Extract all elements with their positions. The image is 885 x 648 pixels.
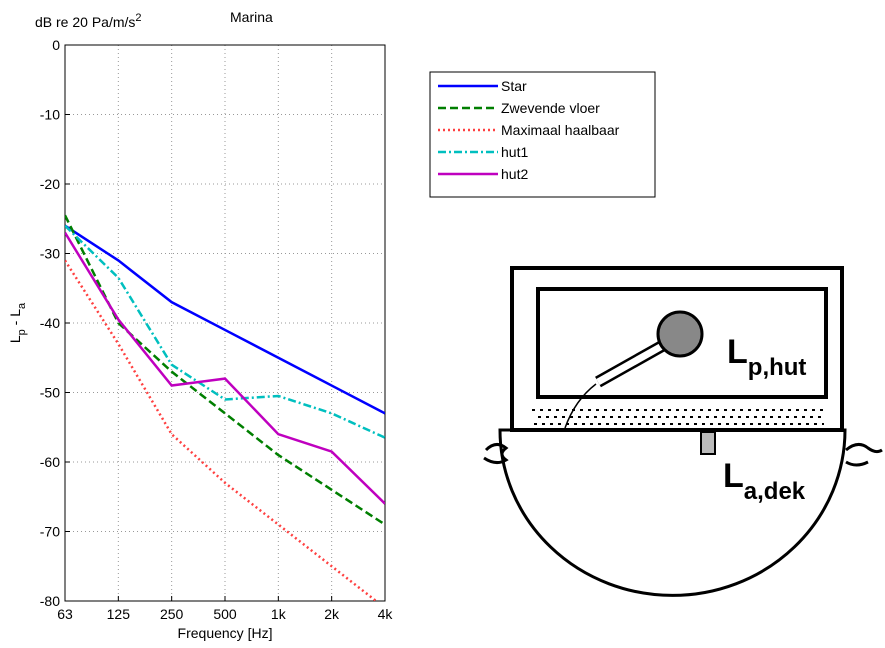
series-line [65, 224, 385, 439]
chart-title: Marina [230, 9, 273, 25]
y-tick-label: -50 [40, 385, 60, 401]
x-tick-label: 63 [57, 606, 73, 622]
legend-label: hut1 [501, 144, 528, 160]
y-tick-label: -60 [40, 454, 60, 470]
x-tick-label: 2k [324, 606, 340, 622]
series-line [65, 231, 385, 505]
axes-box [64, 44, 386, 602]
y-tick-label: -30 [40, 246, 60, 262]
gravel [532, 409, 828, 425]
mic-head [656, 310, 704, 358]
label-la: La,dek [723, 457, 806, 505]
diagram [483, 266, 883, 597]
y-tick-label: -80 [40, 593, 60, 609]
units-main: dB re 20 Pa/m/s [35, 14, 135, 30]
y-axis-label: Lp - La [7, 302, 28, 343]
y-tick-label: -40 [40, 315, 60, 331]
units-sup: 2 [135, 12, 141, 24]
x-tick-label: 1k [271, 606, 287, 622]
y-label-sub: a [16, 302, 28, 309]
cabin-inner [536, 287, 828, 399]
y-tick-label: 0 [52, 37, 60, 53]
hull [498, 428, 847, 597]
y-tick-label: -20 [40, 176, 60, 192]
y-label-main: - L [7, 309, 23, 329]
series-line [65, 259, 379, 601]
legend-box [429, 71, 656, 198]
water [483, 443, 883, 467]
legend-label: hut2 [501, 166, 528, 182]
x-tick-label: 250 [160, 606, 184, 622]
units-label: dB re 20 Pa/m/s2 [35, 12, 142, 30]
legend-label: Zwevende vloer [501, 100, 600, 116]
label-lp: Lp,hut [727, 333, 806, 381]
x-tick-label: 125 [107, 606, 131, 622]
y-label-sub: p [16, 329, 28, 335]
chart: -80 -70 -60 -50 -40 -30 -20 -10 0 63 125 250 500 1k 2k… [7, 9, 656, 641]
mic-handle-inner [596, 342, 664, 386]
series-line [65, 214, 385, 526]
accelerometer [700, 431, 716, 455]
x-axis-label: Frequency [Hz] [178, 625, 273, 641]
y-label-main: L [7, 335, 23, 343]
series-line [65, 224, 385, 415]
legend-label: Maximaal haalbaar [501, 122, 620, 138]
x-tick-label: 500 [213, 606, 237, 622]
y-tick-label: -10 [40, 107, 60, 123]
legend-label: Star [501, 78, 527, 94]
mic-cable [564, 383, 597, 429]
x-tick-label: 4k [378, 606, 394, 622]
y-tick-label: -70 [40, 524, 60, 540]
